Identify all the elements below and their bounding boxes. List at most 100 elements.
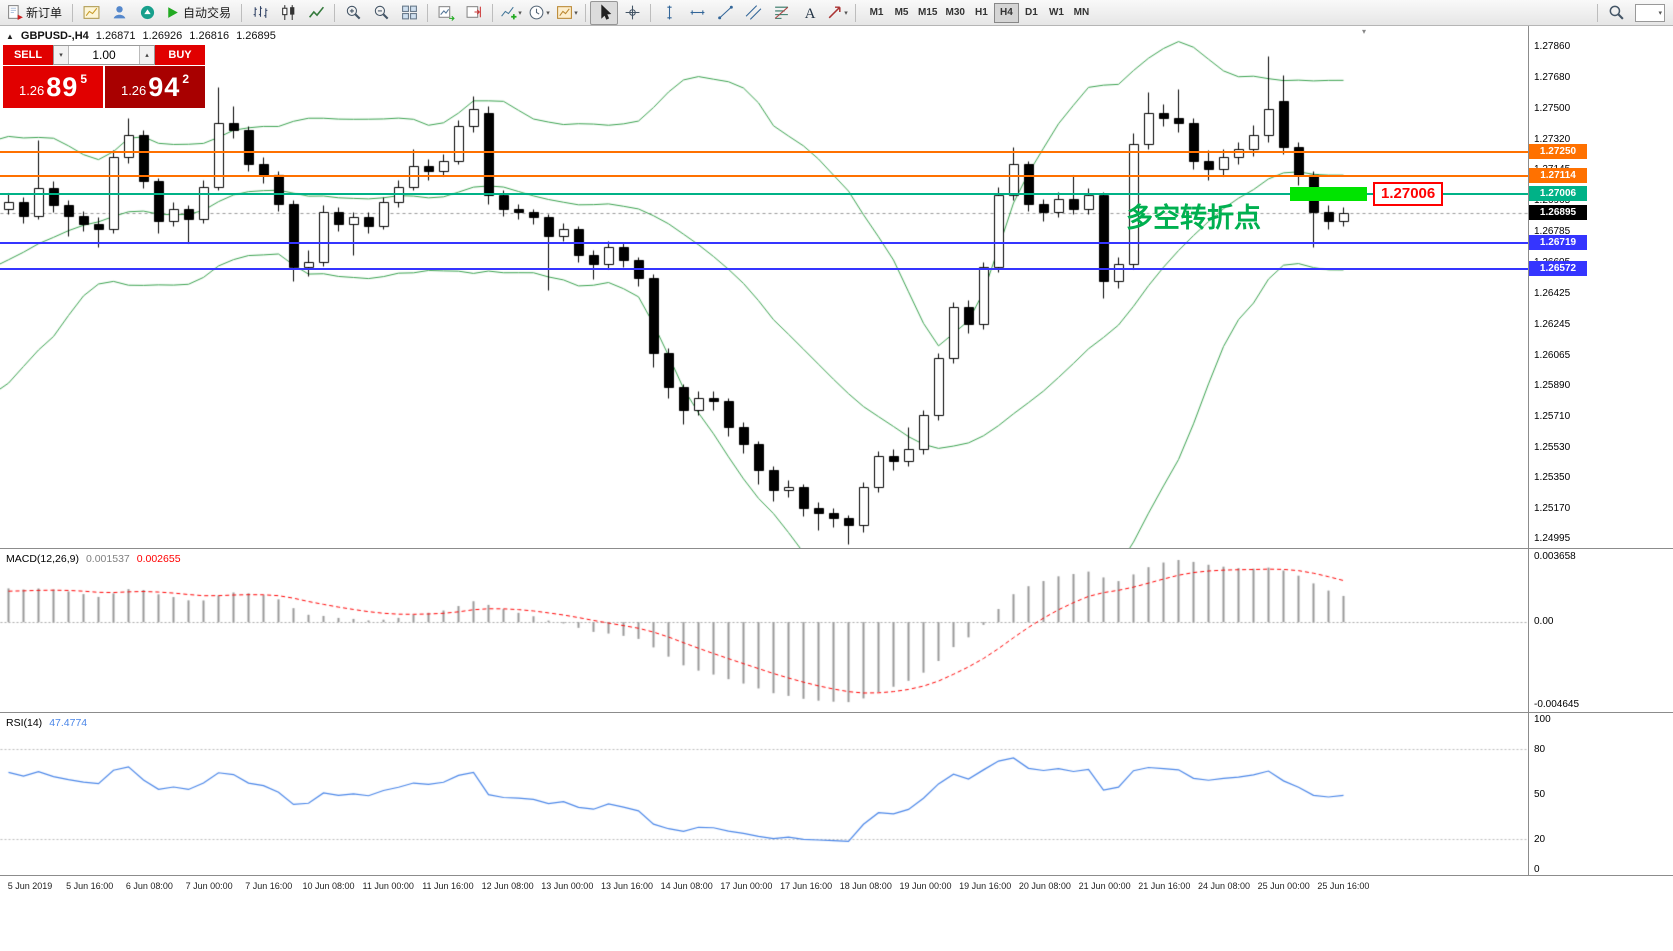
candlestick-icon (280, 4, 297, 21)
date-label: 18 Jun 08:00 (839, 881, 892, 891)
vline-button[interactable] (655, 1, 683, 25)
toolbar-right: ▾ (1593, 1, 1665, 25)
price-badge: 1.27006 (1529, 186, 1587, 202)
templates-button[interactable]: ▾ (553, 1, 581, 25)
bar-chart-button[interactable] (246, 1, 274, 25)
svg-text:A: A (804, 6, 815, 21)
macd-panel-canvas[interactable] (0, 549, 1528, 712)
panel-separator[interactable] (0, 712, 1673, 713)
macd-axis-bottom: -0.004645 (1534, 699, 1580, 710)
macd-axis-top: 0.003658 (1534, 551, 1576, 562)
tile-windows-icon (401, 4, 418, 21)
candlestick-button[interactable] (274, 1, 302, 25)
panel-separator[interactable] (0, 548, 1673, 549)
annotation-turning-point[interactable]: 多空转折点 (1126, 203, 1261, 233)
profile-icon (111, 4, 128, 21)
annotation-highlight-rect[interactable] (1290, 186, 1367, 201)
one-click-trading-panel: SELL ▾ 1.00 ▴ BUY 1.26 89 5 1.26 94 2 (3, 45, 205, 108)
toolbar-combobox[interactable]: ▾ (1635, 3, 1665, 22)
text-button[interactable]: A (795, 1, 823, 25)
annotation-price-label[interactable]: 1.27006 (1373, 182, 1444, 207)
sell-price-pip: 5 (80, 72, 88, 86)
panel-separator[interactable] (0, 875, 1673, 876)
line-chart-button[interactable] (302, 1, 330, 25)
price-axis-tick: 1.24995 (1534, 533, 1571, 545)
horizontal-line[interactable] (0, 151, 1528, 154)
profile-button[interactable] (105, 1, 133, 25)
rsi-panel-canvas[interactable] (0, 713, 1528, 875)
date-label: 7 Jun 00:00 (185, 881, 233, 891)
timeframe-button-m5[interactable]: M5 (894, 7, 909, 18)
date-label: 11 Jun 00:00 (362, 881, 414, 891)
indicators-button[interactable]: ▾ (497, 1, 525, 25)
main-chart-canvas[interactable] (0, 26, 1528, 548)
rsi-axis-label: 100 (1534, 714, 1551, 725)
timeframe-button-m30[interactable]: M30 (945, 7, 965, 18)
sell-button[interactable]: SELL (3, 45, 53, 65)
market-button[interactable] (133, 1, 161, 25)
zoom-in-button[interactable] (339, 1, 367, 25)
timeframe-button-m1[interactable]: M1 (869, 7, 884, 18)
price-axis-tick: 1.27500 (1534, 103, 1571, 115)
volume-decrement-button[interactable]: ▾ (54, 46, 69, 64)
rsi-axis-label: 50 (1534, 789, 1546, 800)
fibonacci-button[interactable] (767, 1, 795, 25)
tile-windows-button[interactable] (395, 1, 423, 25)
one-click-toggle-icon[interactable]: ▲ (6, 31, 14, 41)
chart-shift-button[interactable] (460, 1, 488, 25)
date-label: 13 Jun 16:00 (600, 881, 654, 891)
toolbar-separator (492, 3, 494, 22)
market-icon (139, 4, 156, 21)
price-axis-tick: 1.25710 (1534, 410, 1571, 422)
new-order-button[interactable]: 新订单 (4, 1, 68, 25)
timeframe-button-h4[interactable]: H4 (993, 2, 1019, 23)
volume-increment-button[interactable]: ▴ (139, 46, 154, 64)
arrows-icon (826, 4, 843, 21)
buy-button[interactable]: BUY (155, 45, 205, 65)
horizontal-line[interactable] (0, 174, 1528, 177)
price-axis[interactable] (1528, 26, 1673, 896)
periods-button[interactable]: ▾ (525, 1, 553, 25)
horizontal-line[interactable] (0, 193, 1528, 196)
volume-field[interactable]: 1.00 (92, 48, 116, 62)
timeframe-button-m15[interactable]: M15 (918, 7, 938, 18)
sell-price-button[interactable]: 1.26 89 5 (3, 66, 103, 108)
horizontal-line[interactable] (0, 242, 1528, 245)
line-chart-icon (308, 4, 325, 21)
rsi-axis-label: 80 (1534, 744, 1546, 755)
timeframe-button-mn[interactable]: MN (1073, 7, 1090, 18)
hline-button[interactable] (683, 1, 711, 25)
zoom-out-button[interactable] (367, 1, 395, 25)
search-button[interactable] (1602, 1, 1630, 25)
price-badge: 1.27250 (1529, 144, 1587, 160)
trendline-icon (717, 4, 734, 21)
cursor-icon (596, 4, 613, 21)
timeframe-button-h1[interactable]: H1 (975, 7, 988, 18)
zoom-out-icon (373, 4, 390, 21)
chart-shift-marker-icon[interactable]: ▾ (1362, 27, 1367, 36)
auto-scroll-button[interactable] (432, 1, 460, 25)
time-axis[interactable] (0, 876, 1673, 896)
trendline-button[interactable] (711, 1, 739, 25)
date-label: 7 Jun 16:00 (245, 881, 293, 891)
chevron-down-icon: ▾ (574, 9, 578, 17)
timeframe-button-w1[interactable]: W1 (1048, 7, 1064, 18)
indicators-icon (500, 4, 517, 21)
timeframe-button-d1[interactable]: D1 (1025, 7, 1038, 18)
date-label: 19 Jun 00:00 (899, 881, 952, 891)
date-label: 6 Jun 08:00 (125, 881, 173, 891)
arrows-button[interactable]: ▾ (823, 1, 851, 25)
price-axis-tick: 1.25350 (1534, 472, 1571, 484)
crosshair-button[interactable] (618, 1, 646, 25)
buy-price-pip: 2 (182, 72, 190, 86)
channel-button[interactable] (739, 1, 767, 25)
autotrade-button[interactable]: 自动交易 (161, 1, 237, 25)
chart-window-button[interactable] (77, 1, 105, 25)
horizontal-line[interactable] (0, 267, 1528, 270)
cursor-button[interactable] (590, 0, 619, 25)
templates-icon (556, 4, 573, 21)
buy-price-button[interactable]: 1.26 94 2 (105, 66, 205, 108)
macd-value-main: 0.001537 (85, 553, 130, 565)
toolbar-separator (427, 3, 429, 22)
sell-price-prefix: 1.26 (18, 82, 45, 98)
